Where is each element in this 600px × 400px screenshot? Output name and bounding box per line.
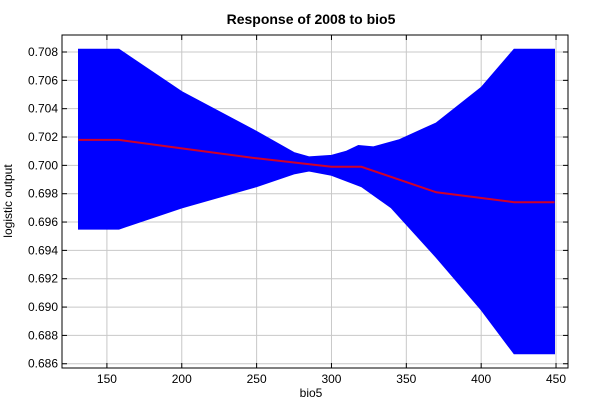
plot-frame	[61, 34, 569, 369]
confidence-band-layer	[78, 48, 555, 355]
mean-response-line	[78, 138, 555, 204]
x-tick-label: 250	[247, 372, 267, 386]
x-tick-label: 350	[396, 372, 416, 386]
mean-response-layer	[78, 138, 555, 204]
y-tick-label: 0.702	[28, 130, 58, 144]
x-tick-label: 200	[172, 372, 192, 386]
y-tick-label: 0.694	[28, 243, 58, 257]
x-tick-label: 400	[471, 372, 491, 386]
y-tick-label: 0.686	[28, 357, 58, 371]
y-tick-label: 0.704	[28, 102, 58, 116]
y-tick-label: 0.688	[28, 328, 58, 342]
y-tick-label: 0.692	[28, 272, 58, 286]
y-tick-label: 0.698	[28, 187, 58, 201]
axis-ticks: 150 200 250 300 350 400 450 0.686 0.688 0.690 0.69…	[28, 35, 568, 386]
y-tick-label: 0.696	[28, 215, 58, 229]
y-tick-label: 0.700	[28, 158, 58, 172]
x-tick-label: 300	[321, 372, 341, 386]
y-tick-label: 0.690	[28, 300, 58, 314]
x-tick-label: 150	[97, 372, 117, 386]
y-tick-label: 0.708	[28, 45, 58, 59]
confidence-band	[78, 48, 555, 355]
x-axis-label: bio5	[300, 386, 323, 400]
y-tick-label: 0.706	[28, 73, 58, 87]
x-tick-label: 450	[546, 372, 566, 386]
y-axis-label: logistic output	[1, 164, 15, 238]
chart-title: Response of 2008 to bio5	[227, 11, 396, 27]
